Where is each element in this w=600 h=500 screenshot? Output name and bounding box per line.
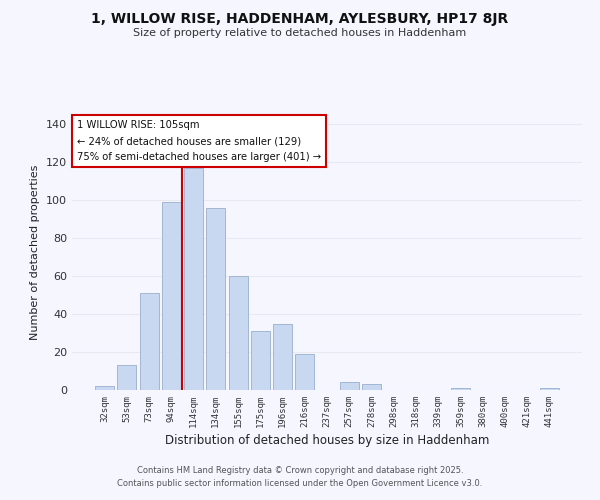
Bar xyxy=(362,384,381,390)
Bar xyxy=(118,366,136,390)
Bar xyxy=(95,386,114,390)
Text: Contains HM Land Registry data © Crown copyright and database right 2025.
Contai: Contains HM Land Registry data © Crown c… xyxy=(118,466,482,487)
Bar xyxy=(295,354,314,390)
Text: 1, WILLOW RISE, HADDENHAM, AYLESBURY, HP17 8JR: 1, WILLOW RISE, HADDENHAM, AYLESBURY, HP… xyxy=(91,12,509,26)
Bar xyxy=(251,331,270,390)
Bar xyxy=(206,208,225,390)
X-axis label: Distribution of detached houses by size in Haddenham: Distribution of detached houses by size … xyxy=(165,434,489,447)
Bar xyxy=(273,324,292,390)
Bar xyxy=(184,168,203,390)
Bar xyxy=(162,202,181,390)
Text: 1 WILLOW RISE: 105sqm
← 24% of detached houses are smaller (129)
75% of semi-det: 1 WILLOW RISE: 105sqm ← 24% of detached … xyxy=(77,120,321,162)
Bar xyxy=(140,294,158,390)
Bar xyxy=(451,388,470,390)
Bar xyxy=(229,276,248,390)
Bar xyxy=(340,382,359,390)
Bar xyxy=(540,388,559,390)
Text: Size of property relative to detached houses in Haddenham: Size of property relative to detached ho… xyxy=(133,28,467,38)
Y-axis label: Number of detached properties: Number of detached properties xyxy=(31,165,40,340)
